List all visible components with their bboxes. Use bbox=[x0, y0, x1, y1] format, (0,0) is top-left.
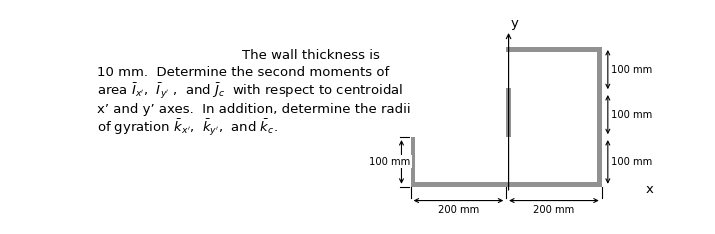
Text: of gyration $\bar{k}_{x^{\prime}}$,  $\bar{k}_{y^{\prime}}$,  and $\bar{k}_c$.: of gyration $\bar{k}_{x^{\prime}}$, $\ba… bbox=[97, 118, 278, 139]
Text: 10 mm.  Determine the second moments of: 10 mm. Determine the second moments of bbox=[97, 66, 390, 79]
Text: x: x bbox=[646, 183, 654, 196]
Bar bbox=[410, 137, 415, 187]
Text: x’ and y’ axes.  In addition, determine the radii: x’ and y’ axes. In addition, determine t… bbox=[97, 103, 411, 116]
Text: 100 mm: 100 mm bbox=[369, 157, 410, 167]
Text: The wall thickness is: The wall thickness is bbox=[242, 49, 380, 62]
Text: area $\bar{I}_{x^{\prime}}$,  $\bar{I}_{y^{\prime}}$ ,  and $\bar{J}_c$  with re: area $\bar{I}_{x^{\prime}}$, $\bar{I}_{y… bbox=[97, 81, 403, 101]
Bar bbox=[506, 88, 511, 137]
Text: 100 mm: 100 mm bbox=[611, 157, 652, 167]
Text: y: y bbox=[510, 17, 518, 30]
Text: 200 mm: 200 mm bbox=[533, 205, 575, 215]
Bar bbox=[410, 182, 601, 187]
Text: 100 mm: 100 mm bbox=[611, 110, 652, 120]
Bar bbox=[597, 47, 601, 187]
Text: 100 mm: 100 mm bbox=[611, 65, 652, 75]
Bar bbox=[506, 47, 602, 51]
Text: 200 mm: 200 mm bbox=[438, 205, 479, 215]
